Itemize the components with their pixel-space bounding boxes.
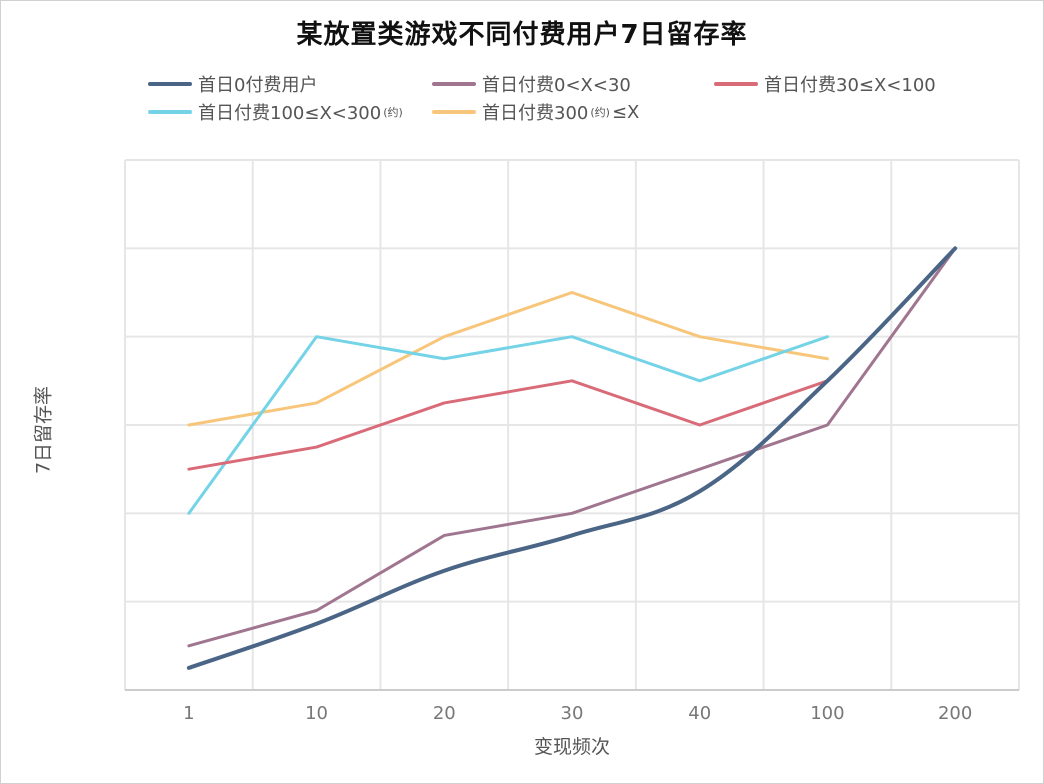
legend-label-pay-30-100: 首日付费30≤X<100 (764, 75, 936, 96)
legend-label-pay-300-plus: 首日付费300 (482, 103, 589, 124)
legend-label-pay-300-plus-tail: ≤X (611, 101, 640, 123)
series-line-4 (187, 291, 829, 427)
legend-label-pay-0-30: 首日付费0<X<30 (482, 75, 631, 96)
x-tick-label: 100 (810, 703, 844, 724)
x-tick-label: 30 (561, 703, 584, 724)
legend-label-pay-100-300: 首日付费100≤X<300 (198, 103, 382, 124)
x-tick-labels: 1 10 20 30 40 100 200 (183, 703, 972, 724)
legend-label-pay-100-300-suffix: (约) (383, 106, 403, 119)
chart-title: 某放置类游戏不同付费用户7日留存率 (296, 20, 748, 50)
grid-layer (124, 159, 1020, 691)
legend-swatch-free (148, 82, 192, 86)
x-tick-label: 200 (938, 703, 972, 724)
legend-item-pay-0-30: 首日付费0<X<30 (432, 72, 631, 96)
legend-swatch-pay-30-100 (714, 82, 758, 86)
series-line-2 (187, 379, 829, 471)
legend-item-pay-300-plus: 首日付费300 (约) ≤X (432, 100, 639, 124)
series-layer (186, 246, 958, 670)
legend-item-pay-30-100: 首日付费30≤X<100 (714, 72, 936, 96)
x-axis-title: 变现频次 (533, 736, 610, 758)
legend-label-free: 首日0付费用户 (198, 75, 318, 96)
legend-label-pay-300-plus-suffix: (约) (590, 106, 610, 119)
legend-swatch-pay-0-30 (432, 82, 476, 86)
legend-item-free: 首日0付费用户 (148, 72, 317, 96)
series-line-3 (187, 335, 829, 515)
x-tick-label: 40 (688, 703, 711, 724)
x-tick-label: 1 (183, 703, 194, 724)
series-line-1 (187, 246, 957, 648)
x-tick-label: 20 (433, 703, 456, 724)
x-tick-label: 10 (305, 703, 328, 724)
legend-item-pay-100-300: 首日付费100≤X<300 (约) (148, 100, 403, 124)
series-line-0 (186, 246, 958, 670)
legend-swatch-pay-300-plus (432, 110, 476, 114)
legend-swatch-pay-100-300 (148, 110, 192, 114)
y-axis-title: 7日留存率 (32, 385, 55, 475)
